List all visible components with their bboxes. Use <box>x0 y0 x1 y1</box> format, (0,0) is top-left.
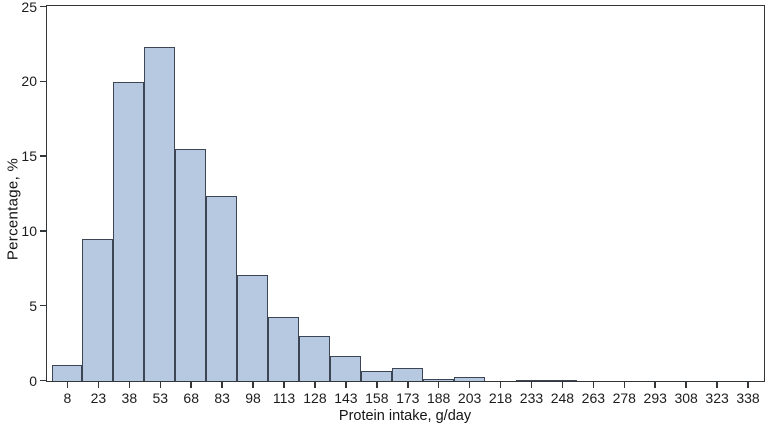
histogram-bar <box>329 355 361 381</box>
histogram-bar <box>268 316 299 381</box>
x-axis-tick-label: 323 <box>705 390 729 406</box>
x-axis-title: Protein intake, g/day <box>338 408 472 424</box>
x-axis-tick <box>252 382 254 388</box>
x-axis-tick-label: 68 <box>183 390 199 406</box>
x-axis-tick-label: 113 <box>272 390 296 406</box>
y-axis-title: Percentage, % <box>4 157 22 261</box>
x-axis-tick <box>314 382 316 388</box>
histogram-bar <box>206 195 238 381</box>
y-axis-tick-label: 10 <box>21 222 37 239</box>
x-axis-tick-label: 293 <box>643 390 667 406</box>
x-axis-tick <box>283 382 285 388</box>
x-axis-tick <box>747 382 749 388</box>
x-axis-tick-label: 338 <box>736 390 760 406</box>
x-axis-tick <box>468 382 471 388</box>
y-axis-tick-label: 0 <box>29 372 37 389</box>
x-axis-tick <box>530 382 533 388</box>
x-axis-tick <box>128 382 131 388</box>
x-axis-tick <box>561 382 564 388</box>
histogram-bar <box>144 47 176 381</box>
y-axis-tick-label: 25 <box>21 0 37 15</box>
x-axis-tick <box>437 382 440 388</box>
x-axis-tick <box>97 382 100 388</box>
y-axis-tick-label: 20 <box>21 73 37 90</box>
histogram-bar <box>515 380 547 381</box>
y-axis-tick <box>40 155 46 157</box>
x-axis-tick-label: 98 <box>245 390 261 406</box>
x-axis-tick-label: 38 <box>121 390 138 406</box>
x-axis-tick-label: 248 <box>550 390 575 406</box>
histogram-bar <box>360 370 392 381</box>
histogram-bar <box>51 364 83 381</box>
histogram-bar <box>453 376 485 381</box>
x-axis-tick <box>221 382 223 388</box>
histogram-bar <box>422 378 454 381</box>
plot-frame <box>46 5 765 382</box>
x-axis-tick-label: 188 <box>426 390 451 406</box>
histogram-bar <box>298 336 330 381</box>
x-axis-tick-label: 128 <box>303 390 327 406</box>
x-axis-tick-label: 8 <box>63 390 72 406</box>
x-axis-tick <box>654 382 656 388</box>
y-axis-tick-label: 5 <box>29 297 37 314</box>
x-axis-tick-label: 83 <box>214 390 230 406</box>
y-axis-tick <box>40 379 46 382</box>
histogram-bar <box>237 274 269 381</box>
x-axis-tick <box>623 382 626 388</box>
x-axis-tick <box>376 382 378 388</box>
histogram-bar <box>175 149 207 381</box>
x-axis-tick <box>685 382 687 388</box>
x-axis-tick-label: 308 <box>674 390 698 406</box>
histogram-bar <box>546 379 578 381</box>
x-axis-tick-label: 158 <box>365 390 389 406</box>
x-axis-tick <box>345 382 347 388</box>
x-axis-tick-label: 143 <box>334 390 358 406</box>
x-axis-tick <box>407 382 409 388</box>
y-axis-tick <box>40 304 46 307</box>
x-axis-tick <box>159 382 162 388</box>
x-axis-tick-label: 173 <box>396 390 420 406</box>
histogram-bar <box>391 367 423 381</box>
y-axis-tick-label: 15 <box>21 148 37 165</box>
x-axis-tick <box>716 382 718 388</box>
histogram-bar <box>113 81 145 381</box>
x-axis-tick <box>66 382 69 388</box>
x-axis-tick <box>592 382 595 388</box>
x-axis-tick-label: 53 <box>152 390 169 406</box>
x-axis-tick-label: 218 <box>488 390 513 406</box>
y-axis-tick <box>40 80 46 83</box>
y-axis-tick <box>40 230 46 232</box>
x-axis-tick-label: 278 <box>612 390 636 406</box>
x-axis-tick-label: 233 <box>519 390 544 406</box>
y-axis-tick <box>40 5 46 8</box>
x-axis-tick-label: 263 <box>581 390 606 406</box>
bars-layer <box>47 6 764 381</box>
histogram-bar <box>82 238 114 381</box>
x-axis-tick <box>190 382 192 388</box>
x-axis-tick-label: 23 <box>90 390 107 406</box>
x-axis-tick-label: 203 <box>457 390 482 406</box>
x-axis-tick <box>499 382 502 388</box>
